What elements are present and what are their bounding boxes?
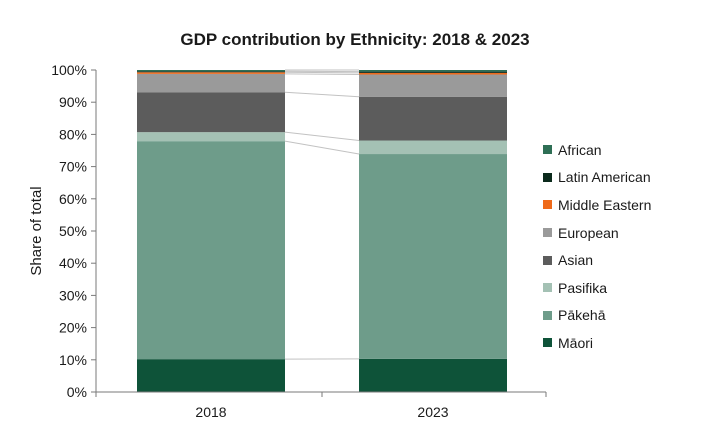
y-tick-label: 30% (59, 287, 87, 303)
bar-segment-middle-eastern-2023 (359, 72, 507, 75)
legend-label: European (558, 224, 619, 241)
series-line-middle-eastern (284, 71, 360, 74)
legend-swatch (543, 310, 552, 320)
bar-segment-african-2018 (137, 70, 285, 72)
legend-label: Asian (558, 252, 594, 269)
legend-item-latin-american: Latin American (543, 164, 703, 192)
x-tick-label: 2023 (417, 404, 448, 420)
legend-item-european: European (543, 219, 703, 247)
legend-swatch (543, 172, 552, 182)
y-tick-label: 70% (59, 159, 87, 175)
series-connector-lines (284, 69, 360, 360)
y-tick-label: 40% (59, 255, 87, 271)
chart-title: GDP contribution by Ethnicity: 2018 & 20… (180, 30, 530, 49)
legend-item-african: African (543, 136, 703, 164)
legend-swatch (543, 283, 552, 293)
series-line-pasifika (284, 131, 360, 142)
bar-segment-asian-2018 (137, 92, 285, 133)
y-tick-label: 60% (59, 191, 87, 207)
legend-item-m-ori: Māori (543, 329, 703, 357)
y-axis-label: Share of total (28, 186, 45, 275)
bar-segment-middle-eastern-2018 (137, 72, 285, 74)
y-tick-label: 0% (67, 384, 87, 400)
bar-segment-pasifika-2023 (359, 140, 507, 155)
bars-group (137, 70, 507, 392)
legend-item-pasifika: Pasifika (543, 274, 703, 302)
bar-segment-european-2018 (137, 73, 285, 93)
y-tick-label: 20% (59, 320, 87, 336)
legend-swatch (543, 200, 552, 210)
bar-segment-m-ori-2018 (137, 359, 285, 392)
axes-group (95, 70, 547, 397)
y-tick-label: 50% (59, 223, 87, 239)
legend-label: African (558, 141, 602, 158)
legend-label: Māori (558, 334, 594, 351)
y-axis-ticks: 0% 10% 20% 30% 40% 50% 60% 70% 80% 90% 100% (51, 62, 96, 400)
legend-label: Latin American (558, 169, 651, 186)
bar-segment-pasifika-2018 (137, 132, 285, 142)
x-tick-label: 2018 (195, 404, 226, 420)
bar-segment-european-2023 (359, 74, 507, 97)
legend-label: Middle Eastern (558, 196, 652, 213)
bar-segment-latin-american-2023 (359, 71, 507, 73)
bar-segment-asian-2023 (359, 96, 507, 141)
series-line-european (284, 73, 360, 76)
series-line-p-keh- (284, 140, 360, 155)
legend-swatch (543, 228, 552, 238)
legend-label: Pasifika (558, 279, 608, 296)
y-tick-label: 100% (51, 62, 87, 78)
legend-swatch (543, 145, 552, 155)
y-tick-label: 80% (59, 126, 87, 142)
bar-segment-african-2023 (359, 70, 507, 72)
legend-item-asian: Asian (543, 246, 703, 274)
bar-segment-m-ori-2023 (359, 358, 507, 392)
bar-segment-p-keh--2018 (137, 141, 285, 360)
legend-swatch (543, 255, 552, 265)
legend-label: Pākehā (558, 307, 606, 324)
y-tick-label: 10% (59, 352, 87, 368)
legend-item-middle-eastern: Middle Eastern (543, 191, 703, 219)
y-tick-label: 90% (59, 94, 87, 110)
bar-segment-latin-american-2018 (137, 71, 285, 73)
legend: African Latin American Middle Eastern Europ… (543, 136, 703, 357)
bar-segment-p-keh--2023 (359, 154, 507, 359)
series-line-asian (284, 91, 360, 98)
legend-item-p-keh-: Pākehā (543, 302, 703, 330)
legend-swatch (543, 338, 552, 348)
x-axis-ticks: 2018 2023 (195, 404, 448, 420)
